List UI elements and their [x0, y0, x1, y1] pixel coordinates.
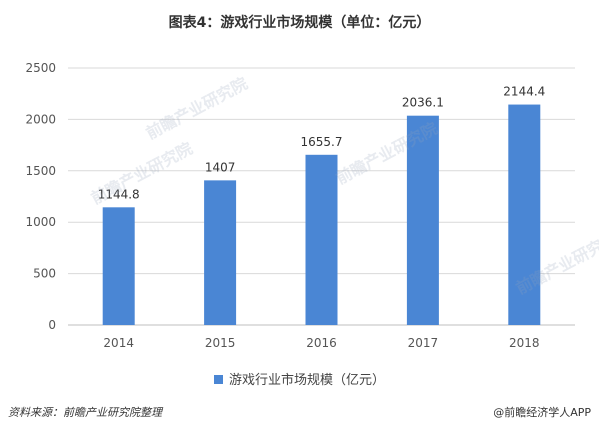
data-label: 2144.4 [503, 85, 545, 99]
brand-credit: @前瞻经济学人APP [493, 406, 591, 419]
x-tick-label: 2014 [103, 336, 134, 350]
chart-title: 图表4：游戏行业市场规模（单位：亿元） [168, 15, 431, 31]
y-tick-label: 2500 [25, 61, 56, 75]
data-label: 1407 [205, 160, 236, 174]
y-tick-label: 1000 [25, 215, 56, 229]
legend: 游戏行业市场规模（亿元） [0, 369, 599, 388]
source-note: 资料来源：前瞻产业研究院整理 [8, 406, 162, 419]
bar [508, 104, 541, 325]
bar [406, 115, 439, 325]
x-tick-label: 2016 [306, 336, 337, 350]
y-tick-label: 0 [48, 318, 56, 332]
bar [204, 180, 237, 325]
x-tick-label: 2015 [205, 336, 236, 350]
bar [102, 207, 135, 325]
x-tick-label: 2018 [509, 336, 540, 350]
y-tick-label: 500 [33, 267, 56, 281]
data-label: 2036.1 [402, 96, 444, 110]
y-tick-label: 2000 [25, 112, 56, 126]
data-label: 1655.7 [301, 135, 343, 149]
data-label: 1144.8 [98, 187, 140, 201]
legend-label: 游戏行业市场规模（亿元） [228, 373, 385, 388]
y-tick-label: 1500 [25, 164, 56, 178]
bar [305, 154, 338, 325]
x-tick-label: 2017 [408, 336, 439, 350]
legend-swatch [213, 375, 223, 384]
